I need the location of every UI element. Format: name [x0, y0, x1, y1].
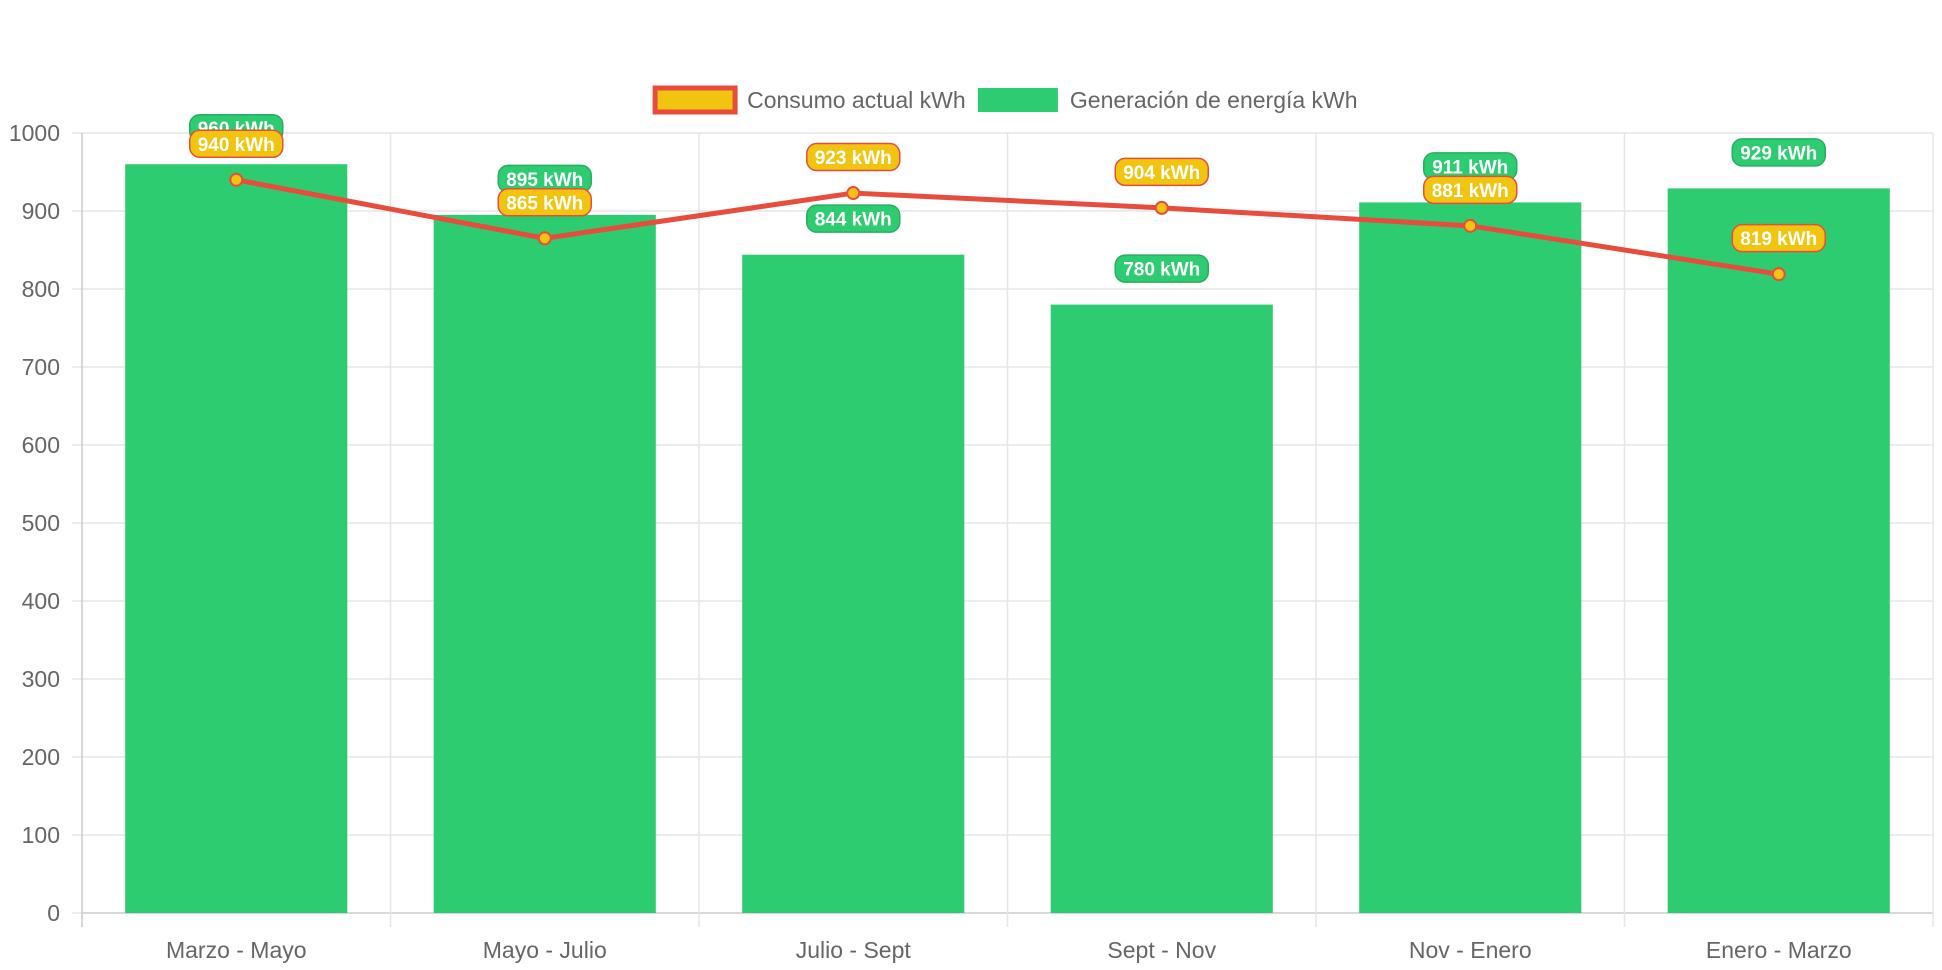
- bar-data-label: 929 kWh: [1731, 138, 1826, 167]
- y-axis: 0 100 200 300 400 500 600 700 800 900 1000: [9, 120, 60, 926]
- bar: [1050, 304, 1273, 914]
- legend-label: Generación de energía kWh: [1070, 87, 1358, 113]
- x-tick-label: Nov - Enero: [1409, 937, 1532, 963]
- data-label-box: [1114, 157, 1209, 187]
- y-tick-label: 200: [22, 744, 60, 770]
- bar: [125, 164, 348, 913]
- bar-series: [125, 164, 1890, 914]
- y-tick-label: 400: [22, 588, 60, 614]
- line-point: [229, 172, 244, 187]
- legend-label: Consumo actual kWh: [747, 87, 966, 113]
- line-point: [846, 186, 861, 201]
- data-label-text: 865 kWh: [506, 193, 583, 214]
- data-label-text: 780 kWh: [1123, 260, 1200, 281]
- line-point: [1154, 200, 1169, 215]
- line-point: [537, 231, 552, 246]
- series-line: [235, 177, 1780, 277]
- data-label-box: [1731, 223, 1826, 253]
- bar: [433, 214, 656, 913]
- data-label-text: 940 kWh: [198, 135, 275, 156]
- line-data-label: 819 kWh: [1731, 223, 1826, 253]
- legend: Consumo actual kWh Generación de energía …: [652, 85, 1358, 115]
- line-data-label: 865 kWh: [497, 188, 592, 217]
- y-tick-label: 1000: [9, 120, 60, 146]
- line-series: [229, 172, 1786, 282]
- legend-item-generacion[interactable]: Generación de energía kWh: [977, 87, 1358, 113]
- y-tick-label: 500: [22, 510, 60, 536]
- x-tick-label: Sept - Nov: [1107, 937, 1216, 963]
- data-label-text: 911 kWh: [1432, 157, 1508, 178]
- line-data-label: 923 kWh: [806, 142, 901, 172]
- data-label-box: [806, 142, 901, 172]
- bar: [742, 254, 965, 913]
- line-point: [1771, 267, 1786, 282]
- data-label-text: 904 kWh: [1123, 163, 1200, 184]
- y-tick-label: 600: [22, 432, 60, 458]
- y-tick-label: 700: [22, 354, 60, 380]
- legend-swatch: [977, 88, 1058, 112]
- data-label-text: 881 kWh: [1432, 181, 1509, 202]
- data-label-box: [189, 129, 284, 159]
- x-tick-label: Mayo - Julio: [483, 937, 607, 963]
- data-label-text: 895 kWh: [506, 170, 583, 191]
- y-tick-label: 800: [22, 276, 60, 302]
- x-tick-label: Marzo - Mayo: [166, 937, 307, 963]
- x-tick-label: Julio - Sept: [796, 937, 912, 963]
- y-tick-label: 100: [22, 822, 60, 848]
- data-label-text: 923 kWh: [815, 148, 892, 169]
- data-label-box: [1114, 254, 1209, 283]
- y-tick-label: 300: [22, 666, 60, 692]
- bar-data-label: 844 kWh: [806, 204, 901, 233]
- data-label-text: 929 kWh: [1740, 143, 1817, 164]
- legend-swatch: [652, 85, 738, 115]
- data-label-box: [1731, 138, 1826, 167]
- bar: [1359, 202, 1582, 914]
- bar-data-label: 780 kWh: [1114, 254, 1209, 283]
- data-label-box: [497, 188, 592, 217]
- line-data-label: 940 kWh: [189, 129, 284, 159]
- x-tick-label: Enero - Marzo: [1706, 937, 1852, 963]
- bar-data-label: 895 kWh: [497, 164, 592, 194]
- data-label-text: 844 kWh: [815, 210, 892, 231]
- line-point: [1463, 218, 1478, 233]
- y-tick-label: 0: [47, 900, 60, 926]
- line-data-label: 881 kWh: [1423, 175, 1518, 205]
- data-label-text: 819 kWh: [1740, 229, 1817, 250]
- y-tick-label: 900: [22, 198, 60, 224]
- data-label-box: [1423, 175, 1518, 205]
- x-axis: Marzo - Mayo Mayo - Julio Julio - Sept Sept…: [166, 937, 1852, 963]
- data-label-box: [806, 204, 901, 233]
- legend-item-consumo[interactable]: Consumo actual kWh: [652, 85, 966, 115]
- bar: [1667, 188, 1890, 913]
- line-data-label: 904 kWh: [1114, 157, 1209, 187]
